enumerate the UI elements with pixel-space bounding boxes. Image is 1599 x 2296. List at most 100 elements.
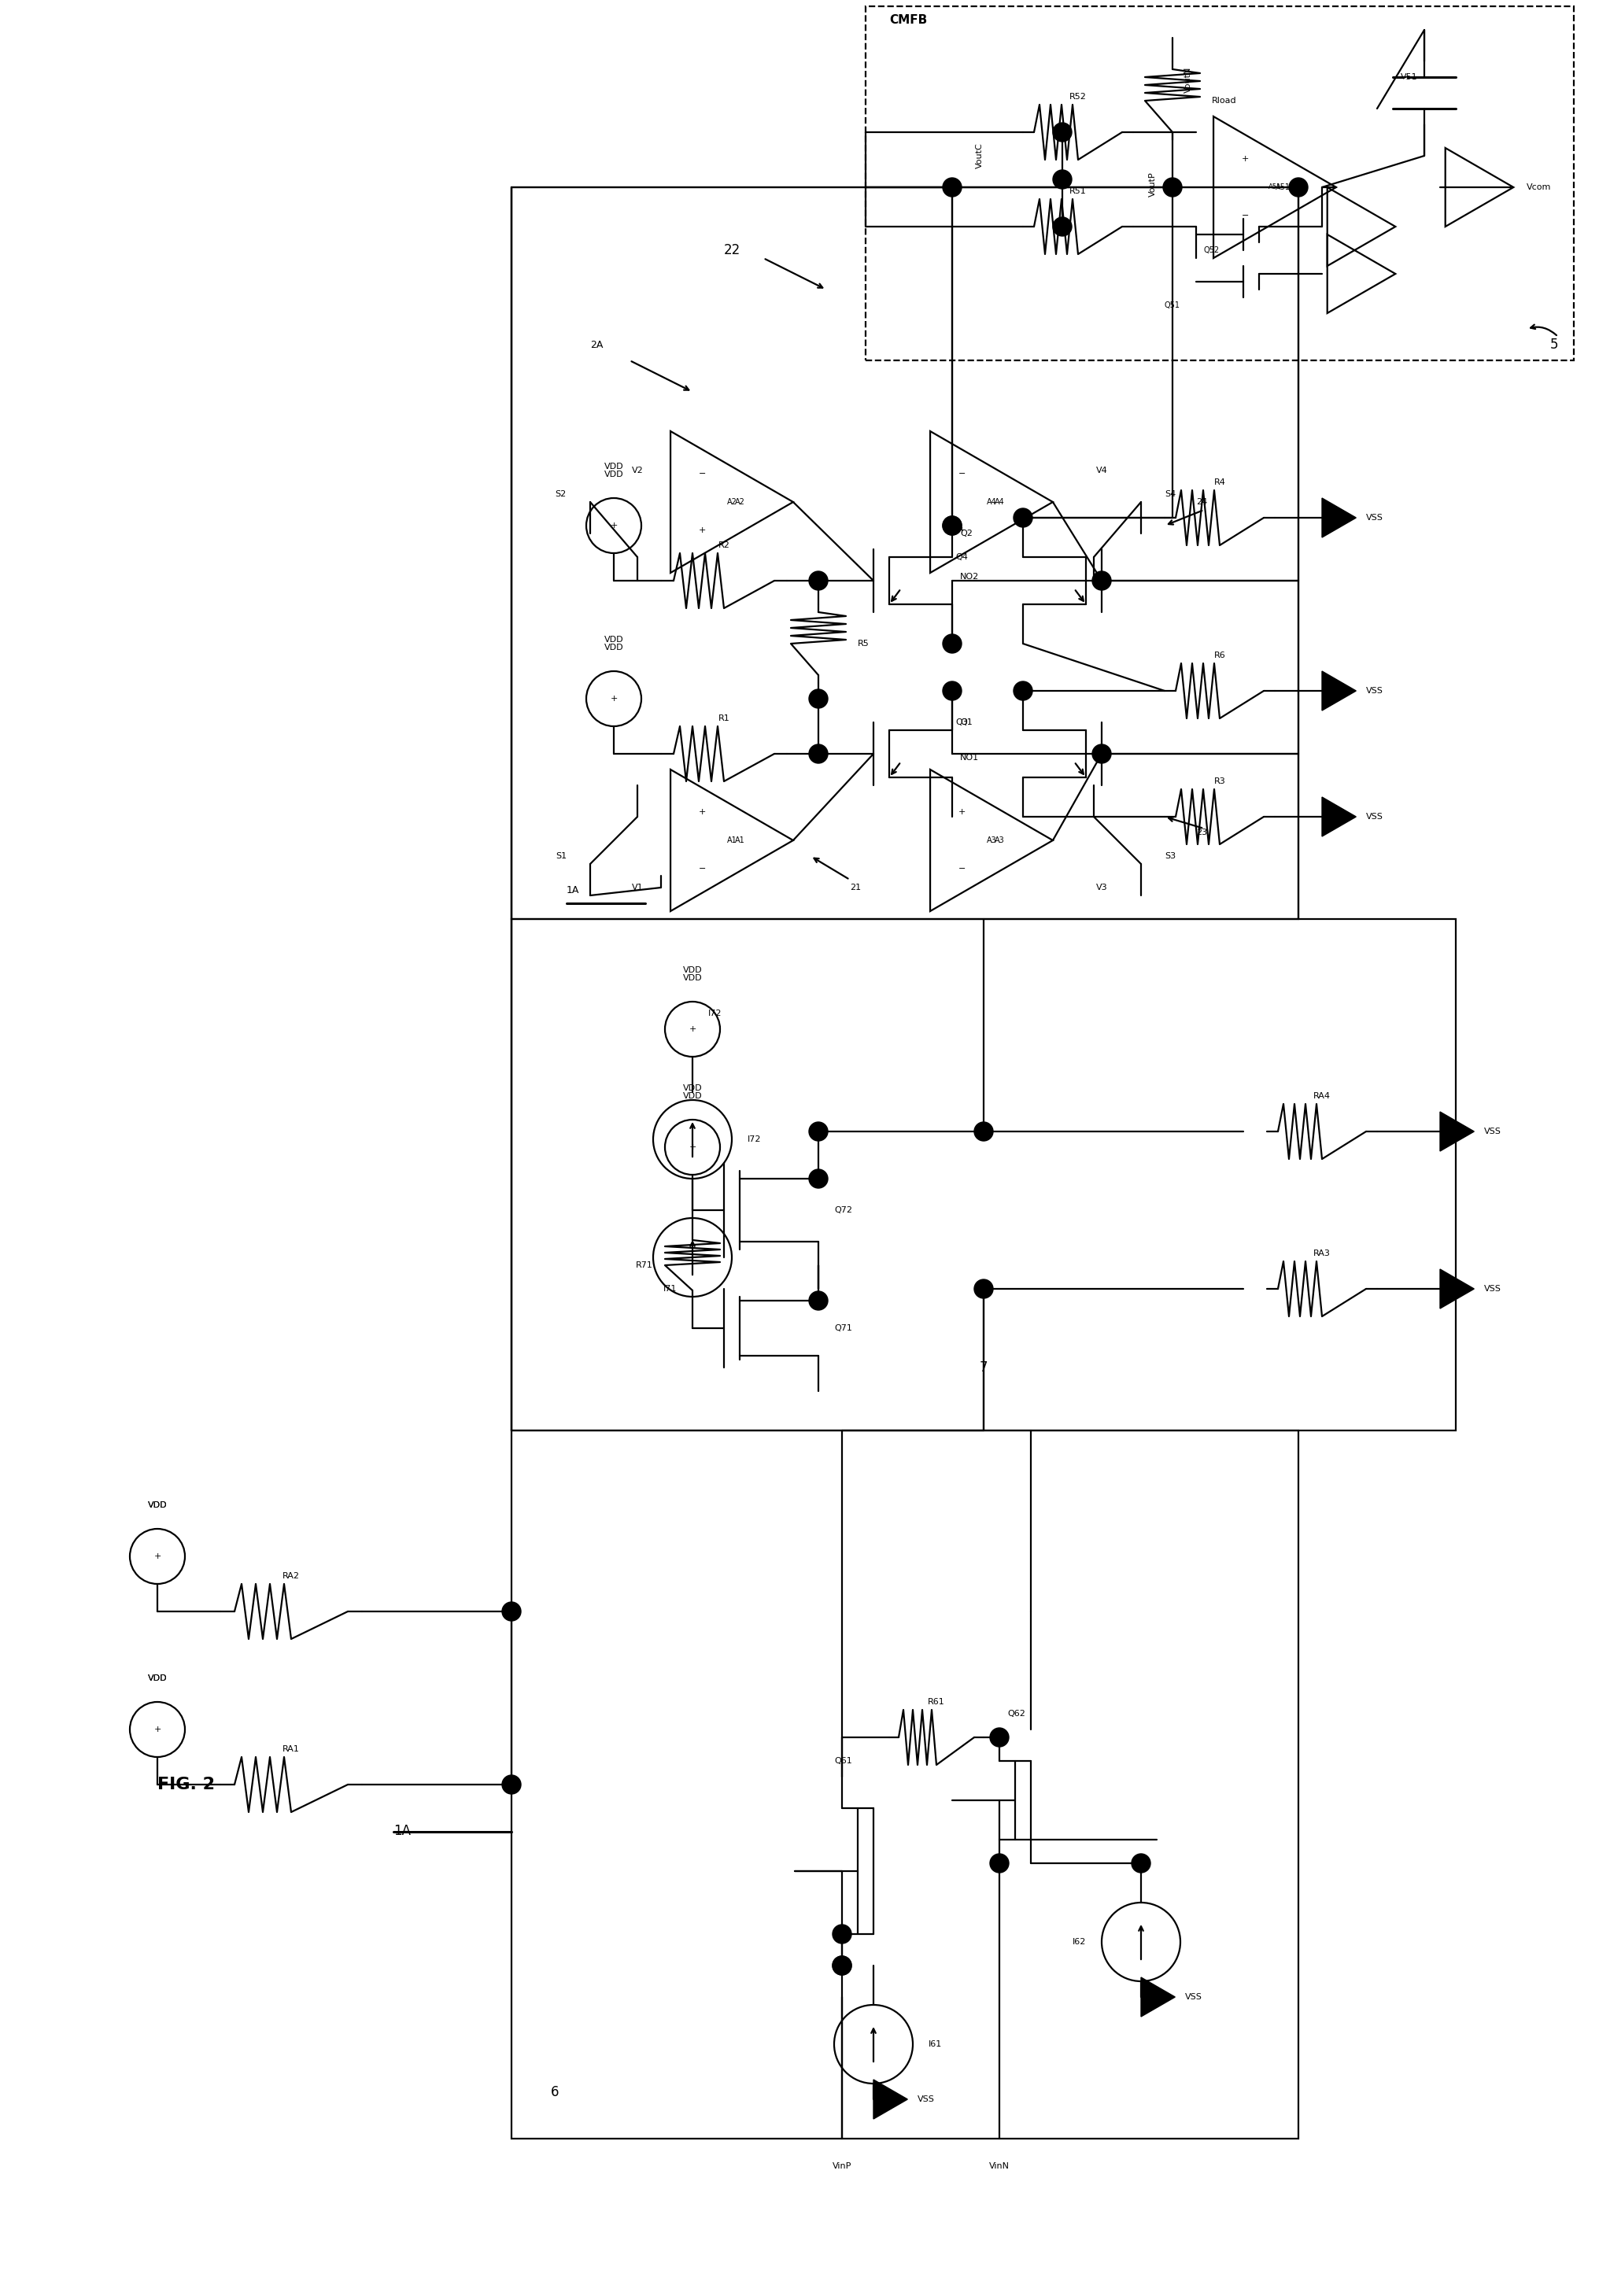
- Text: A4: A4: [987, 498, 996, 505]
- Polygon shape: [1439, 1111, 1473, 1150]
- Text: A3: A3: [987, 836, 996, 845]
- Circle shape: [502, 1603, 521, 1621]
- Text: R1: R1: [718, 714, 729, 723]
- Text: VinN: VinN: [988, 2163, 1009, 2170]
- Text: +: +: [689, 1026, 696, 1033]
- Text: VDD: VDD: [683, 974, 702, 983]
- Circle shape: [1130, 1853, 1150, 1874]
- Text: V3: V3: [1095, 884, 1107, 891]
- Circle shape: [1162, 177, 1182, 197]
- Polygon shape: [873, 2080, 907, 2119]
- Text: Q1: Q1: [959, 719, 972, 726]
- Text: I71: I71: [662, 1286, 676, 1293]
- Text: Q4: Q4: [955, 553, 967, 560]
- Text: RA3: RA3: [1313, 1249, 1330, 1258]
- Circle shape: [809, 1169, 827, 1187]
- Text: VDD: VDD: [683, 1093, 702, 1100]
- Text: VSS: VSS: [1366, 514, 1383, 521]
- Text: 7: 7: [979, 1362, 987, 1375]
- Circle shape: [942, 682, 961, 700]
- Circle shape: [1052, 170, 1071, 188]
- Text: R4: R4: [1214, 478, 1225, 487]
- Text: Q52: Q52: [1204, 246, 1218, 255]
- Text: A1: A1: [726, 836, 737, 845]
- Text: +: +: [697, 808, 705, 815]
- Circle shape: [974, 1279, 993, 1297]
- Circle shape: [942, 634, 961, 652]
- Text: −: −: [697, 866, 705, 872]
- Text: A1: A1: [734, 836, 745, 845]
- Text: 22: 22: [724, 243, 740, 257]
- Text: V1: V1: [632, 884, 643, 891]
- Text: NO1: NO1: [959, 753, 979, 762]
- Text: I61: I61: [927, 2041, 942, 2048]
- Circle shape: [942, 517, 961, 535]
- Text: RA4: RA4: [1313, 1093, 1330, 1100]
- Text: 1A: 1A: [393, 1823, 411, 1839]
- Circle shape: [974, 1123, 993, 1141]
- Circle shape: [831, 1956, 851, 1975]
- Text: RA1: RA1: [283, 1745, 299, 1754]
- Circle shape: [809, 572, 827, 590]
- Text: Q3: Q3: [955, 719, 967, 726]
- Circle shape: [809, 1290, 827, 1311]
- Text: I72: I72: [747, 1137, 761, 1143]
- Text: R61: R61: [927, 1699, 945, 1706]
- Circle shape: [809, 1123, 827, 1141]
- Text: −: −: [697, 471, 705, 478]
- Text: VDD: VDD: [147, 1502, 166, 1508]
- Circle shape: [1092, 572, 1111, 590]
- Text: I72: I72: [708, 1010, 721, 1017]
- Text: R6: R6: [1214, 652, 1225, 659]
- Text: A2: A2: [726, 498, 737, 505]
- Text: VDD: VDD: [147, 1674, 166, 1683]
- Circle shape: [1014, 682, 1031, 700]
- Text: FIG. 2: FIG. 2: [157, 1777, 214, 1793]
- Polygon shape: [1321, 670, 1356, 709]
- Text: A3: A3: [995, 836, 1004, 845]
- Text: 21: 21: [849, 884, 860, 891]
- Bar: [512, 188, 1298, 918]
- Text: Q51: Q51: [1164, 301, 1180, 310]
- Circle shape: [1014, 507, 1031, 528]
- Text: VDD: VDD: [683, 1084, 702, 1093]
- Circle shape: [942, 177, 961, 197]
- Text: A51: A51: [1274, 184, 1289, 191]
- Text: Q2: Q2: [959, 530, 972, 537]
- Text: VDD: VDD: [147, 1674, 166, 1683]
- Text: VoutP: VoutP: [1148, 172, 1156, 197]
- Text: R71: R71: [636, 1261, 652, 1270]
- Text: VDD: VDD: [147, 1502, 166, 1508]
- Text: +: +: [154, 1727, 161, 1733]
- Text: S2: S2: [555, 491, 566, 498]
- Text: CMFB: CMFB: [889, 14, 927, 25]
- Bar: [512, 918, 1455, 1430]
- Text: VDD: VDD: [604, 636, 624, 643]
- Text: +: +: [689, 1143, 696, 1150]
- Circle shape: [1052, 218, 1071, 236]
- Text: 2A: 2A: [590, 340, 603, 349]
- Text: VDD: VDD: [604, 643, 624, 652]
- Polygon shape: [1439, 1270, 1473, 1309]
- Text: A51: A51: [1268, 184, 1281, 191]
- Text: R5: R5: [857, 641, 868, 647]
- Circle shape: [809, 689, 827, 707]
- Text: S1: S1: [555, 852, 566, 861]
- Bar: [865, 7, 1573, 360]
- Text: VDD: VDD: [604, 471, 624, 478]
- Text: R3: R3: [1214, 778, 1225, 785]
- Text: 23: 23: [1196, 829, 1207, 836]
- Circle shape: [1052, 122, 1071, 142]
- Text: VoutC: VoutC: [975, 142, 983, 168]
- Polygon shape: [1321, 498, 1356, 537]
- Text: Rload: Rload: [1212, 96, 1236, 106]
- Text: Q62: Q62: [1007, 1711, 1025, 1717]
- Text: R2: R2: [718, 542, 729, 549]
- Text: R52: R52: [1070, 92, 1086, 101]
- Text: +: +: [154, 1552, 161, 1561]
- Text: −: −: [958, 866, 964, 872]
- Bar: [512, 1430, 1298, 2138]
- Polygon shape: [1140, 1977, 1175, 2016]
- Text: V51: V51: [1401, 73, 1417, 80]
- Text: 24: 24: [1196, 498, 1207, 505]
